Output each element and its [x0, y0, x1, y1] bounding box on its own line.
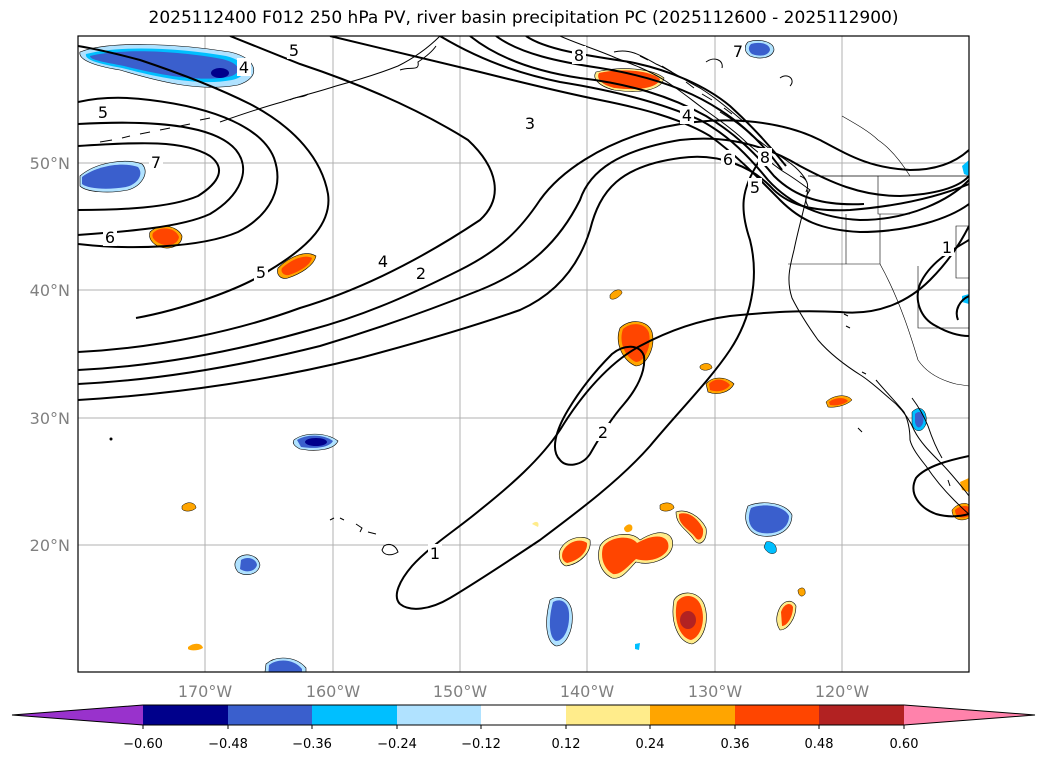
contour-label: 1 [940, 238, 954, 257]
contour-label: 8 [758, 148, 772, 167]
pv-contour-labels: 5 4 5 7 6 5 4 [96, 41, 954, 563]
colorbar-tick-label: −0.48 [208, 737, 248, 752]
svg-text:6: 6 [105, 228, 115, 247]
colorbar-extend-high [904, 705, 1035, 725]
colorbar-tick-label: 0.48 [805, 737, 834, 752]
svg-text:6: 6 [723, 150, 733, 169]
map-title: 2025112400 F012 250 hPa PV, river basin … [148, 8, 899, 28]
colorbar-segment [481, 705, 566, 725]
lon-tick-label: 140°W [560, 682, 615, 701]
contour-label: 5 [748, 178, 762, 197]
lat-tick-label: 50°N [30, 154, 70, 173]
map-frame [77, 35, 970, 673]
contour-label: 7 [149, 153, 163, 172]
colorbar-tick-label: −0.24 [377, 737, 417, 752]
precip-positive [149, 68, 969, 651]
svg-text:4: 4 [239, 58, 249, 77]
lon-tick-label: 150°W [433, 682, 488, 701]
svg-text:5: 5 [750, 178, 760, 197]
contour-label: 4 [237, 58, 251, 77]
colorbar-segment [566, 705, 650, 725]
svg-text:8: 8 [574, 46, 584, 65]
contour-label: 4 [376, 252, 390, 271]
contour-label: 2 [414, 264, 428, 283]
colorbar-tick-label: 0.12 [552, 737, 581, 752]
contour-label: 5 [96, 103, 110, 122]
lon-tick-label: 170°W [178, 682, 233, 701]
svg-text:2: 2 [416, 264, 426, 283]
contour-label: 8 [572, 46, 586, 65]
svg-text:7: 7 [151, 153, 161, 172]
colorbar-tick-label: 0.36 [721, 737, 750, 752]
colorbar-segment [735, 705, 819, 725]
contour-label: 2 [596, 423, 610, 442]
colorbar-tick-label: −0.60 [123, 737, 163, 752]
svg-text:5: 5 [98, 103, 108, 122]
svg-text:1: 1 [942, 238, 952, 257]
contour-label: 3 [523, 114, 537, 133]
contour-label: 1 [428, 544, 442, 563]
colorbar-segment [819, 705, 904, 725]
lon-tick-label: 130°W [688, 682, 743, 701]
colorbar-segment [143, 705, 228, 725]
colorbar-tick-label: −0.12 [461, 737, 501, 752]
colorbar-tick-label: 0.24 [636, 737, 665, 752]
svg-text:5: 5 [256, 263, 266, 282]
colorbar: −0.60 −0.48 −0.36 −0.24 −0.12 0.12 0.24 … [11, 704, 1036, 752]
colorbar-segment [312, 705, 397, 725]
contour-label: 5 [254, 263, 268, 282]
svg-text:4: 4 [378, 252, 388, 271]
svg-text:3: 3 [525, 114, 535, 133]
svg-text:1: 1 [430, 544, 440, 563]
contour-label: 6 [721, 150, 735, 169]
contour-label: 4 [680, 106, 694, 125]
contour-label: 5 [287, 41, 301, 60]
colorbar-tick-label: −0.36 [292, 737, 332, 752]
pv-contours [78, 36, 969, 610]
colorbar-segment [228, 705, 312, 725]
colorbar-extend-low [12, 705, 143, 725]
colorbar-tick-label: 0.60 [890, 737, 919, 752]
colorbar-segment [650, 705, 735, 725]
lon-tick-label: 120°W [815, 682, 870, 701]
lat-tick-label: 40°N [30, 281, 70, 300]
svg-text:8: 8 [760, 148, 770, 167]
colorbar-segment [397, 705, 481, 725]
contour-label: 7 [731, 42, 745, 61]
svg-text:5: 5 [289, 41, 299, 60]
lat-tick-label: 20°N [30, 536, 70, 555]
contour-label: 6 [103, 228, 117, 247]
lon-tick-label: 160°W [306, 682, 361, 701]
svg-text:7: 7 [733, 42, 743, 61]
lat-tick-labels: 50°N 40°N 30°N 20°N [30, 154, 70, 555]
svg-text:2: 2 [598, 423, 608, 442]
lon-tick-labels: 170°W 160°W 150°W 140°W 130°W 120°W [178, 682, 870, 701]
svg-text:4: 4 [682, 106, 692, 125]
lat-tick-label: 30°N [30, 409, 70, 428]
